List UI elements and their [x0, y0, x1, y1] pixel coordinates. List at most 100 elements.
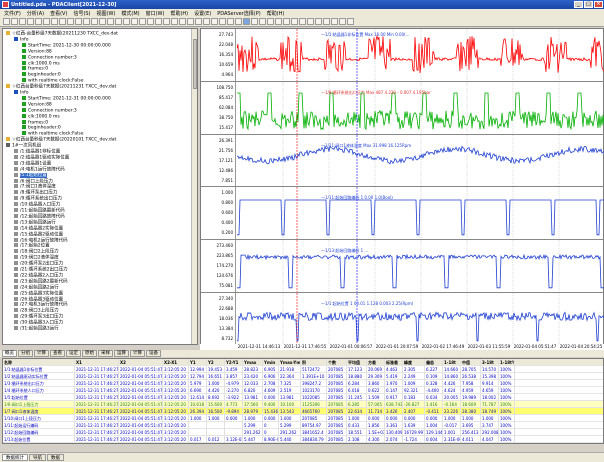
status-tab-1[interactable]: 导航 — [29, 454, 46, 461]
menu-item[interactable]: 分析(A) — [26, 11, 45, 17]
menu-item[interactable]: 文件(F) — [4, 11, 21, 17]
tree-item[interactable]: clk:1000.0 ms — [22, 113, 60, 120]
tree-item[interactable]: beginheader:0 — [22, 72, 61, 78]
signal-panel[interactable]: 273.460 223.865 174.270 124.676 75.081 —1/13:… — [201, 240, 604, 293]
tree-item[interactable]: ☆红西台量秒级7天数据(20211231 TXCC_dev.dat — [6, 84, 116, 90]
toolbar-button-icon[interactable] — [107, 18, 114, 25]
toolbar-button-icon[interactable] — [195, 18, 202, 25]
toolbar-button-icon[interactable] — [315, 18, 322, 25]
toolbar-button-icon[interactable] — [139, 18, 146, 25]
toolbar-button-icon[interactable] — [179, 18, 186, 25]
tab-6[interactable]: 采样 — [98, 350, 113, 357]
tree-item[interactable]: ☆红西-台量秒级7天数据(20211230 TXCC_dev.dat — [6, 31, 118, 37]
table-row[interactable]: 1/11:起始运行编码 2021-12-31 17:46:27 2022-01-04… — [3, 422, 603, 429]
toolbar-button-icon[interactable] — [275, 18, 282, 25]
tree-item[interactable]: with realtime clock:False — [22, 131, 83, 137]
toolbar-button-icon[interactable] — [163, 18, 170, 25]
toolbar-button-icon[interactable] — [155, 18, 162, 25]
tab-5[interactable]: 原始 — [82, 350, 97, 357]
toolbar-button-icon[interactable] — [91, 18, 98, 25]
status-tab-2[interactable]: 数据 — [47, 454, 64, 461]
toolbar-button-icon[interactable] — [283, 18, 290, 25]
signal-tree[interactable]: ☆红西-台量秒级7天数据(20211230 TXCC_dev.dat Info St… — [2, 28, 198, 345]
tab-8[interactable]: 计算 — [130, 350, 145, 357]
toolbar-button-icon[interactable] — [147, 18, 154, 25]
minimize-button[interactable]: _ — [574, 1, 583, 8]
tree-item[interactable]: /8:循环泵出口压力 — [14, 190, 57, 196]
tree-item[interactable]: /21:循环系统2出口压力 — [14, 267, 68, 273]
tree-scroll-thumb[interactable] — [193, 39, 197, 89]
tab-1[interactable]: 分组 — [18, 350, 33, 357]
tree-item[interactable]: Info — [14, 90, 29, 96]
toolbar-button-icon[interactable] — [307, 18, 314, 25]
tree-item[interactable]: beginheader:0 — [22, 125, 61, 131]
tree-item[interactable]: ☆红西台量秒级7天数据(20220101 TXCC_dev.dat — [6, 137, 116, 143]
toolbar-button-icon[interactable] — [51, 18, 58, 25]
toolbar-button-icon[interactable] — [43, 18, 50, 25]
tree-item[interactable]: with realtime clock:False — [22, 78, 83, 84]
toolbar-button-icon[interactable] — [171, 18, 178, 25]
signal-panel[interactable]: 1.000 0.800 0.600 0.400 0.200 —1/11:起始回路编码 1 … — [201, 187, 604, 241]
tree-item[interactable]: Version:88 — [22, 101, 52, 108]
toolbar-button-icon[interactable] — [131, 18, 138, 25]
tree-item[interactable]: frames:0 — [22, 119, 48, 126]
toolbar-button-icon[interactable] — [99, 18, 106, 25]
tree-item[interactable]: /12:起始回路故障代码 — [14, 213, 65, 220]
tree-item[interactable]: /7:阀口1液体温度 — [14, 184, 56, 190]
menu-item[interactable]: 帮助(H) — [266, 11, 285, 17]
tree-item[interactable]: /20:循环泵2出口压力 — [14, 261, 63, 267]
tree-item[interactable]: /4:电机1运行故障代码 — [14, 166, 65, 173]
signal-panel[interactable]: 27.743 22.048 16.354 10.659 4.964 —1/1:结晶器1非标… — [201, 29, 604, 82]
status-tab-0[interactable]: 数据统计 — [2, 454, 28, 461]
signal-panel[interactable]: 27.340 22.688 18.036 13.384 8.732 —1/1:起始位置 1… — [201, 293, 604, 346]
table-row[interactable]: 1/4:循环系统人口压力 2021-12-31 17:46:27 2022-01-0… — [3, 387, 603, 394]
tree-item[interactable]: Connection number:3 — [22, 107, 77, 114]
tree-item[interactable]: /18:阀口2上段压力 — [14, 249, 59, 255]
toolbar-button-icon[interactable] — [75, 18, 82, 25]
tree-item[interactable]: /27:电机3运行故障代码 — [14, 302, 68, 308]
toolbar-button-icon[interactable] — [187, 18, 194, 25]
tab-2[interactable]: 计算 — [34, 350, 49, 357]
tree-item[interactable]: /2:结晶器1驱动实际位置 — [14, 154, 69, 161]
toolbar-button-icon[interactable] — [3, 18, 10, 25]
toolbar-button-icon[interactable] — [299, 18, 306, 25]
tree-item[interactable]: /5:1起始位置 — [14, 172, 47, 179]
tree-item[interactable]: /6:阀口上段压力 — [14, 178, 53, 185]
toolbar-button-icon[interactable] — [291, 18, 298, 25]
table-row[interactable]: 1/5:起始位置 2021-12-31 17:46:27 2022-01-04 05… — [3, 394, 603, 401]
tree-item[interactable]: /31:起始回路3运行 — [14, 326, 59, 332]
tree-item[interactable]: Connection number:3 — [22, 54, 77, 61]
toolbar-button-icon[interactable] — [339, 18, 346, 25]
menu-item[interactable]: 查看(V) — [50, 11, 68, 17]
tree-item[interactable]: /22:结晶器2入口压力 — [14, 272, 63, 279]
menu-item[interactable]: 信号(S) — [73, 11, 91, 17]
signal-panel[interactable]: 108.750 85.417 62.084 38.750 15.417 —1/8:循环系统… — [201, 81, 604, 135]
toolbar-button-icon[interactable] — [11, 18, 18, 25]
toolbar-button-icon[interactable] — [251, 18, 258, 25]
tree-item[interactable]: /25:结晶器3实际位置 — [14, 290, 63, 297]
toolbar-button-icon[interactable] — [259, 18, 266, 25]
toolbar-button-icon[interactable] — [83, 18, 90, 25]
table-row[interactable]: 1/3:循环系统出口压力 2021-12-31 17:46:27 2022-01-0… — [3, 380, 603, 387]
tree-item[interactable]: /24:起始回路2运行 — [14, 284, 59, 291]
toolbar-button-icon[interactable] — [27, 18, 34, 25]
tab-0[interactable]: 概览 — [2, 350, 17, 357]
tree-item[interactable]: /16:电机2运行故障代码 — [14, 237, 68, 244]
tree-scrollbar[interactable] — [191, 29, 197, 344]
tree-item[interactable]: /17:起始2位置 — [14, 243, 50, 249]
toolbar-button-icon[interactable] — [235, 18, 242, 25]
tree-item[interactable]: Info — [14, 36, 29, 43]
tree-item[interactable]: /28:阀口3上段压力 — [14, 308, 59, 314]
tab-3[interactable]: 查看 — [50, 350, 65, 357]
toolbar-button-icon[interactable] — [59, 18, 66, 25]
tree-item[interactable]: /11:起始回路最新代码 — [14, 208, 65, 214]
toolbar-button-icon[interactable] — [331, 18, 338, 25]
menu-item[interactable]: 窗口(W) — [145, 11, 165, 17]
toolbar-button-icon[interactable] — [323, 18, 330, 25]
table-row[interactable]: 1/10:阀口1上段压力 2021-12-31 17:46:27 2022-01-0… — [3, 415, 603, 422]
menu-item[interactable]: 帮助(H) — [170, 11, 189, 17]
tree-item[interactable]: frames:0 — [22, 66, 48, 72]
tree-item[interactable]: clk:1000.0 ms — [22, 60, 60, 67]
toolbar-button-icon[interactable] — [219, 18, 226, 25]
toolbar-button-icon[interactable] — [243, 18, 250, 25]
